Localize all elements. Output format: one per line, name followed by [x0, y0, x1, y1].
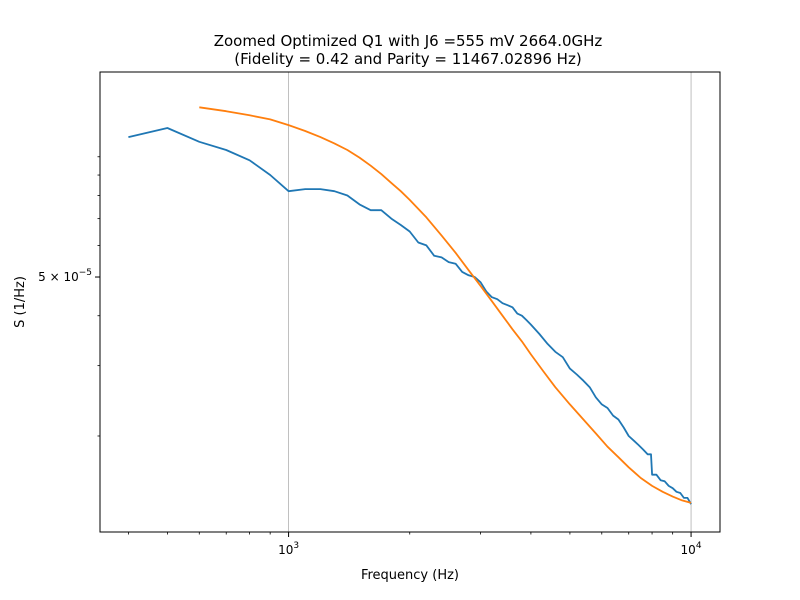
x-tick-label: 103	[278, 541, 299, 557]
plot-frame	[99, 71, 721, 533]
series-line-2	[199, 106, 692, 504]
y-tick-label: 5 × 10−5	[38, 268, 92, 284]
chart-title-line-2: (Fidelity = 0.42 and Parity = 11467.0289…	[234, 50, 581, 68]
y-axis-ticks: 5 × 10−5	[38, 156, 100, 437]
grid-lines	[288, 72, 692, 532]
y-axis-label: S (1/Hz)	[13, 276, 28, 328]
chart-title-line-1: Zoomed Optimized Q1 with J6 =555 mV 2664…	[214, 32, 603, 50]
x-tick-label: 104	[681, 541, 702, 557]
x-axis-ticks: 103 104	[128, 532, 702, 557]
series-line-1	[128, 127, 692, 505]
series-lines	[128, 106, 692, 505]
x-axis-label: Frequency (Hz)	[361, 568, 459, 583]
